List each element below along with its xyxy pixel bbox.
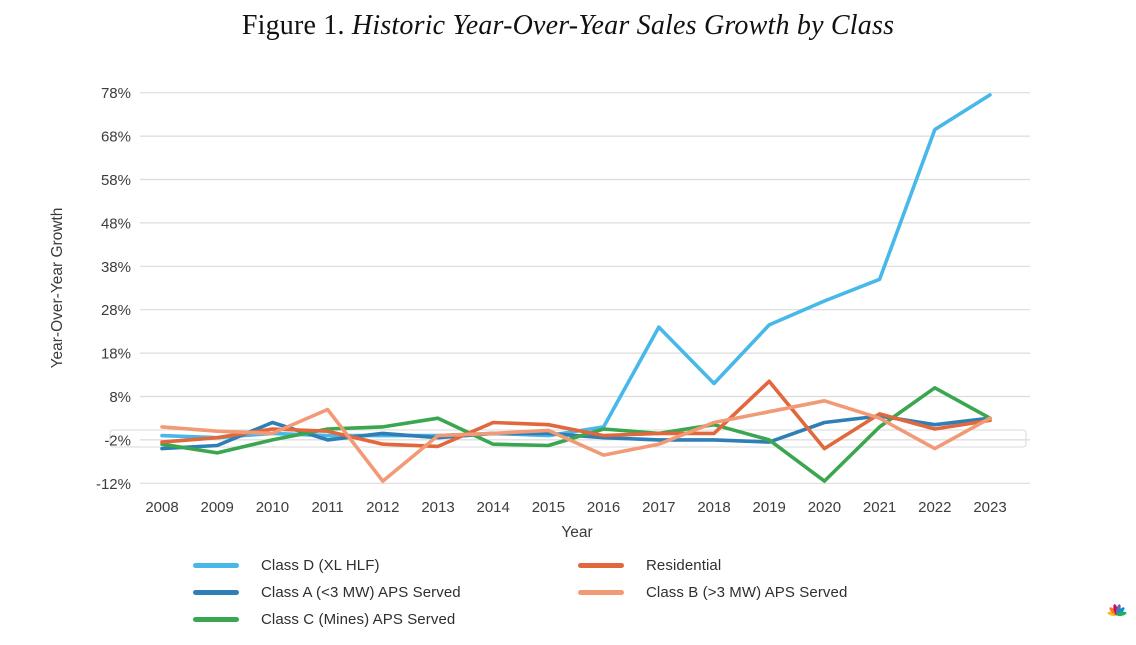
nbc-peacock-icon [1107,604,1127,617]
legend-swatch [193,563,239,568]
legend-swatch [578,563,624,568]
x-tick-label: 2012 [366,499,399,516]
series-line-residential [160,379,992,451]
legend-item-class-d-xl-hlf: Class D (XL HLF) [193,552,461,579]
x-tick-label: 2009 [201,499,234,516]
x-tick-label: 2020 [808,499,841,516]
y-tick-label: -2% [104,432,131,449]
chart-title: Figure 1. Historic Year-Over-Year Sales … [0,10,1136,42]
legend-swatch [193,617,239,622]
legend-label: Class C (Mines) APS Served [261,611,456,628]
x-tick-label: 2010 [256,499,289,516]
y-tick-label: 28% [101,302,131,319]
series-lines [160,93,992,483]
x-tick-label: 2022 [918,499,951,516]
legend-label: Class D (XL HLF) [261,557,380,574]
x-tick-label: 2013 [421,499,454,516]
x-tick-label: 2019 [753,499,786,516]
series-line-class-c-mines-aps-served [160,385,992,483]
x-tick-label: 2017 [642,499,675,516]
y-axis-ticks: 78% 68% 58% 48% 38% 28% 18% 8% -2% -12% [96,85,131,493]
chart-title-prefix: Figure 1. [241,10,352,41]
chart-title-main: Historic Year-Over-Year Sales Growth by … [351,10,895,41]
x-tick-label: 2023 [973,499,1006,516]
x-tick-label: 2014 [477,499,510,516]
x-tick-label: 2021 [863,499,896,516]
y-axis-title: Year-Over-Year Growth [49,208,66,369]
legend-swatch [193,590,239,595]
x-tick-label: 2016 [587,499,620,516]
legend-label: Class B (>3 MW) APS Served [646,584,848,601]
y-tick-label: 78% [101,85,131,102]
legend-label: Residential [646,557,722,574]
y-tick-label: -12% [96,476,131,493]
legend-item-class-b-3-mw-aps-served: Class B (>3 MW) APS Served [578,579,847,606]
legend-item-residential: Residential [578,552,847,579]
x-tick-label: 2008 [145,499,178,516]
gridlines [140,92,1030,484]
chart-canvas: 78%68%58%48%38%28%18%8%-2%-12% 2008 2009 2… [49,85,1030,541]
y-tick-label: 8% [109,389,131,406]
legend-column-2: Residential Class B (>3 MW) APS Served [578,552,847,606]
legend-swatch [578,590,624,595]
x-tick-label: 2018 [697,499,730,516]
y-tick-label: 18% [101,346,131,363]
series-line-class-b-3-mw-aps-served [160,398,992,483]
x-tick-label: 2015 [532,499,565,516]
y-tick-label: 38% [101,259,131,276]
legend-column-1: Class D (XL HLF) Class A (<3 MW) APS Serv… [193,552,461,633]
y-tick-label: 68% [101,129,131,146]
legend-item-class-c-mines-aps-served: Class C (Mines) APS Served [193,606,461,633]
y-tick-label: 58% [101,172,131,189]
legend-label: Class A (<3 MW) APS Served [261,584,461,601]
legend-item-class-a-3-mw-aps-served: Class A (<3 MW) APS Served [193,579,461,606]
y-tick-label: 48% [101,215,131,232]
x-tick-label: 2011 [311,499,343,516]
x-axis-ticks: 2008 2009 2010 2011 2012 2013 2014 2015 2016 2017… [145,499,1006,516]
x-axis-title: Year [561,524,592,541]
